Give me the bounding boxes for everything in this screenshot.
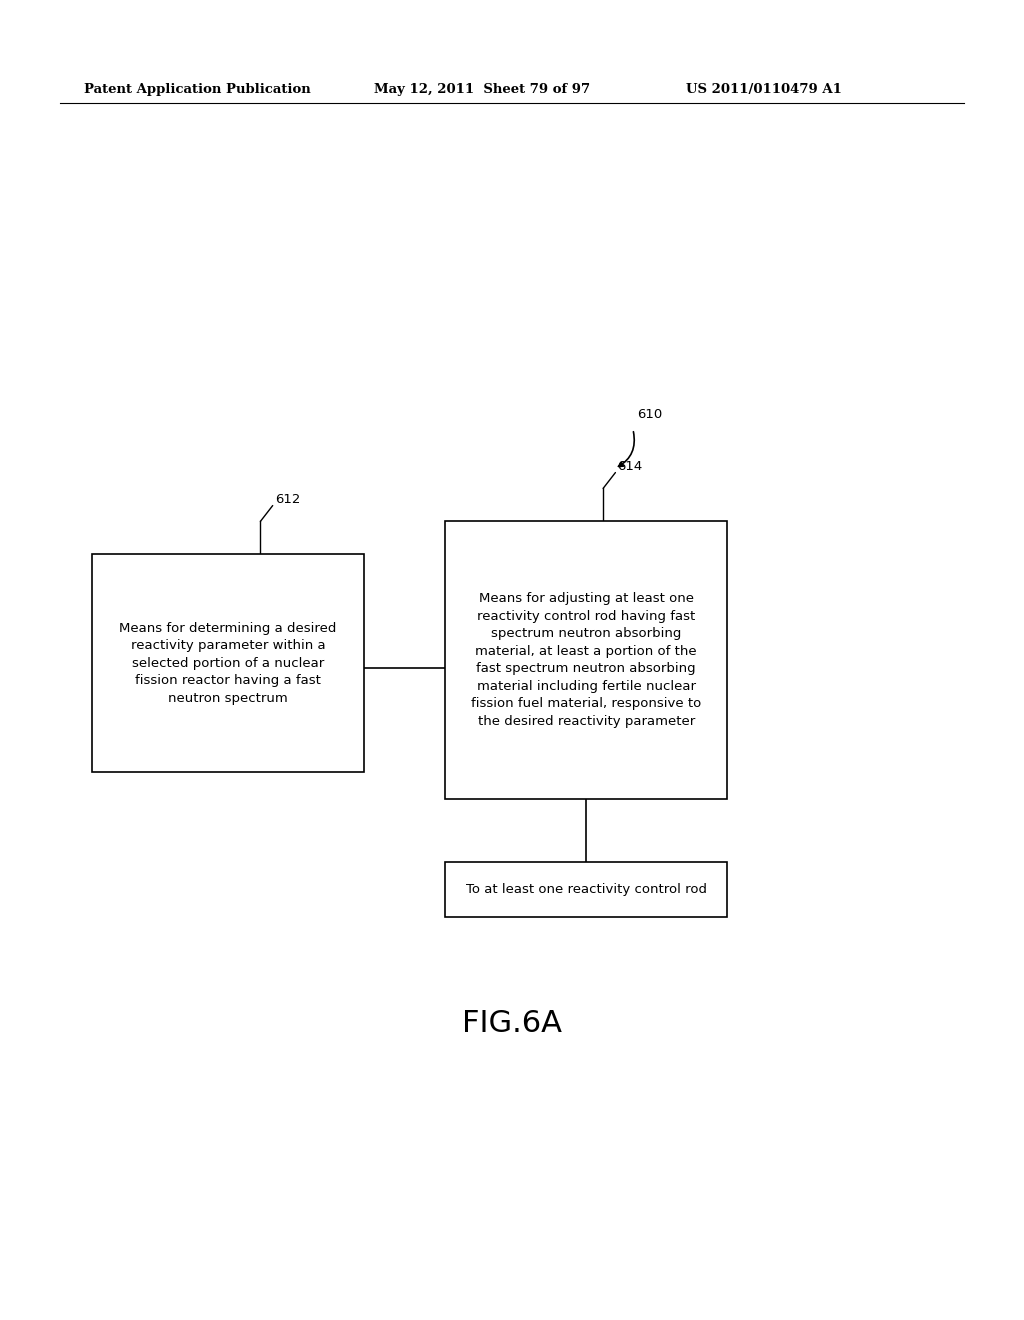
Text: May 12, 2011  Sheet 79 of 97: May 12, 2011 Sheet 79 of 97 [374, 83, 590, 96]
Text: FIG.6A: FIG.6A [462, 1008, 562, 1038]
FancyArrowPatch shape [618, 432, 634, 466]
Bar [445, 862, 727, 917]
Text: Means for determining a desired
reactivity parameter within a
selected portion o: Means for determining a desired reactivi… [119, 622, 337, 705]
Text: 612: 612 [274, 492, 300, 506]
Bar [445, 521, 727, 799]
Text: US 2011/0110479 A1: US 2011/0110479 A1 [686, 83, 842, 96]
Text: To at least one reactivity control rod: To at least one reactivity control rod [466, 883, 707, 896]
Bar [92, 554, 364, 772]
Text: 614: 614 [617, 459, 643, 473]
Text: Means for adjusting at least one
reactivity control rod having fast
spectrum neu: Means for adjusting at least one reactiv… [471, 593, 701, 727]
Text: Patent Application Publication: Patent Application Publication [84, 83, 310, 96]
Text: 610: 610 [637, 408, 663, 421]
